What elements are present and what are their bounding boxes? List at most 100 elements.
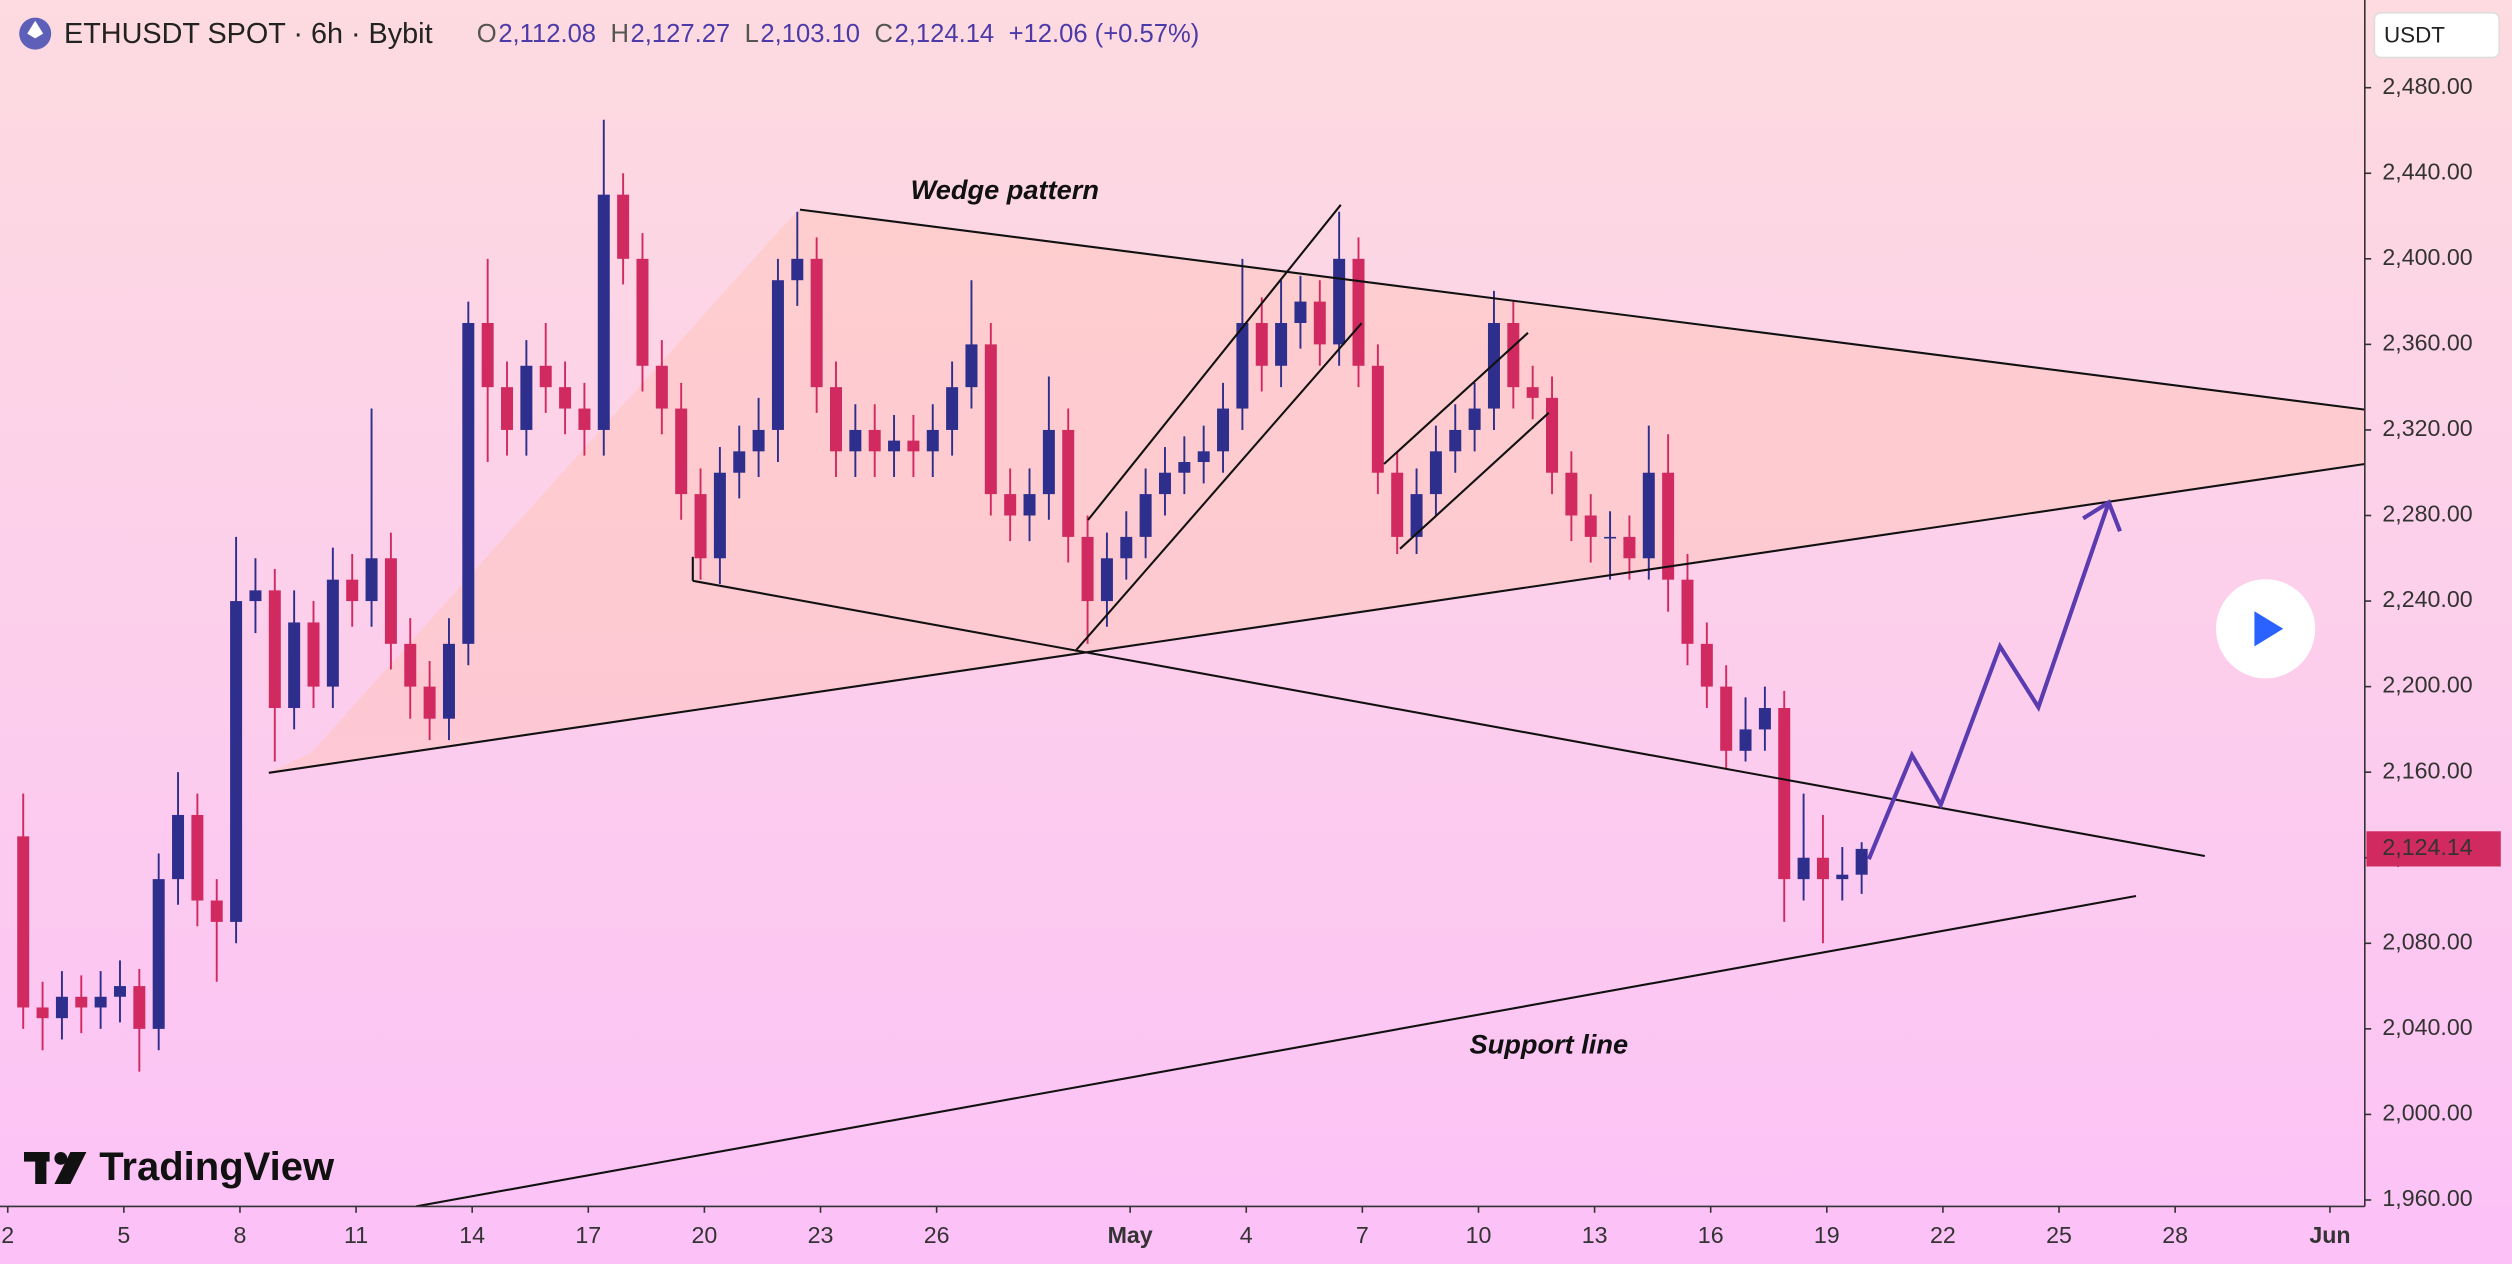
candle-body	[1197, 451, 1210, 463]
x-tick-label: 16	[1698, 1222, 1724, 1248]
candle-body	[1526, 387, 1539, 398]
candle-body	[1217, 408, 1230, 452]
candle-body	[501, 387, 514, 430]
quote-label: O	[477, 20, 497, 48]
candle-body	[365, 558, 378, 602]
x-tick-label: 13	[1582, 1222, 1608, 1248]
replay-icon	[2254, 611, 2284, 647]
quote-label: L	[745, 20, 759, 48]
candle-body	[1449, 429, 1462, 452]
candle-body	[94, 996, 107, 1008]
candle-body	[1391, 472, 1404, 537]
projection-arrow	[1866, 499, 2122, 860]
quote: O 2,112.08 H 2,127.27 L 2,103.10 C 2,124.14 +12.…	[477, 20, 1199, 48]
currency-box[interactable]	[2373, 12, 2500, 59]
y-tick-label: 2,480.00	[2382, 73, 2472, 99]
candle-body	[1139, 494, 1152, 537]
candle-body	[675, 408, 688, 495]
channel-line	[1383, 332, 1529, 465]
x-tick-label: 10	[1466, 1222, 1492, 1248]
candle-body	[268, 590, 281, 709]
candle-body	[133, 986, 146, 1029]
price-axis	[2364, 0, 2512, 1264]
y-tick-label: 2,200.00	[2382, 672, 2472, 698]
x-tick-label: 7	[1356, 1222, 1369, 1248]
candle-body	[442, 643, 455, 719]
candle-body	[1004, 494, 1017, 516]
candle-body	[17, 836, 30, 1008]
candle-body	[152, 879, 165, 1029]
x-tick-label: 23	[808, 1222, 834, 1248]
channel-line	[1087, 204, 1342, 521]
last-price-label: 2,124.14	[2382, 834, 2472, 860]
candle-body	[55, 996, 68, 1019]
quote-value: 2,112.08	[498, 20, 596, 48]
candle-body	[868, 429, 881, 452]
trend-line	[692, 579, 2205, 858]
candle-body	[946, 387, 959, 430]
candle-body	[404, 643, 417, 687]
x-tick-label: 19	[1814, 1222, 1840, 1248]
candle-body	[481, 322, 494, 388]
quote-value: 2,127.27	[631, 20, 731, 48]
candle-body	[1429, 451, 1442, 495]
candle-body	[1642, 472, 1655, 559]
candle-body	[559, 387, 572, 409]
candle-body	[288, 622, 301, 709]
y-tick-label: 2,000.00	[2382, 1100, 2472, 1126]
quote-value: 2,103.10	[760, 20, 860, 48]
candle-body	[191, 814, 204, 901]
candle-body	[1584, 515, 1597, 537]
wedge-area	[268, 209, 2365, 773]
candle-body	[1371, 365, 1384, 473]
candle-body	[1178, 462, 1191, 473]
brand: TradingView	[99, 1145, 335, 1189]
candle-body	[1333, 258, 1346, 345]
candle-body	[1720, 686, 1733, 751]
y-tick-label: 2,280.00	[2382, 501, 2472, 527]
x-tick-label: 26	[924, 1222, 950, 1248]
x-tick-label: 8	[234, 1222, 247, 1248]
candle-body	[346, 579, 359, 602]
projection-path	[1866, 501, 2111, 860]
candle-body	[1739, 729, 1752, 751]
candle-body	[1623, 536, 1636, 559]
logo: TradingView	[24, 1145, 335, 1189]
candle-body	[1352, 258, 1365, 366]
candle-body	[597, 194, 610, 430]
candle-body	[791, 258, 804, 281]
candle-body	[1081, 536, 1094, 602]
candle-body	[113, 986, 126, 997]
candle-body	[36, 1007, 49, 1019]
y-tick-label: 2,400.00	[2382, 244, 2472, 270]
candle-body	[1158, 472, 1171, 495]
candle-body	[1410, 494, 1423, 537]
drawings	[268, 204, 2365, 1208]
candle-body	[1275, 322, 1288, 366]
coin-icon-glyph	[27, 20, 44, 39]
support-line	[415, 894, 2137, 1208]
y-tick-label: 2,320.00	[2382, 415, 2472, 441]
candle-body	[1546, 397, 1559, 473]
candle-body	[752, 429, 765, 452]
candle-body	[1565, 472, 1578, 516]
quote-value: 2,124.14	[895, 20, 995, 48]
candle-body	[830, 387, 843, 452]
candle-body	[926, 429, 939, 452]
logo-mark	[54, 1152, 68, 1165]
axes: 1,960.002,000.002,040.002,080.002,120.00…	[1, 73, 2501, 1248]
channel-line	[1074, 322, 1363, 652]
candle-body	[694, 494, 707, 559]
candle-body	[384, 558, 397, 644]
x-tick-label: 5	[117, 1222, 130, 1248]
candle-body	[1023, 494, 1036, 516]
quote-label: C	[874, 20, 892, 48]
time-axis	[0, 1206, 2512, 1264]
x-tick-label: May	[1108, 1222, 1153, 1248]
candle-body	[210, 900, 223, 922]
y-tick-label: 2,360.00	[2382, 330, 2472, 356]
candle-body	[1758, 708, 1771, 730]
x-tick-label: 4	[1240, 1222, 1253, 1248]
candle-body	[230, 601, 243, 922]
